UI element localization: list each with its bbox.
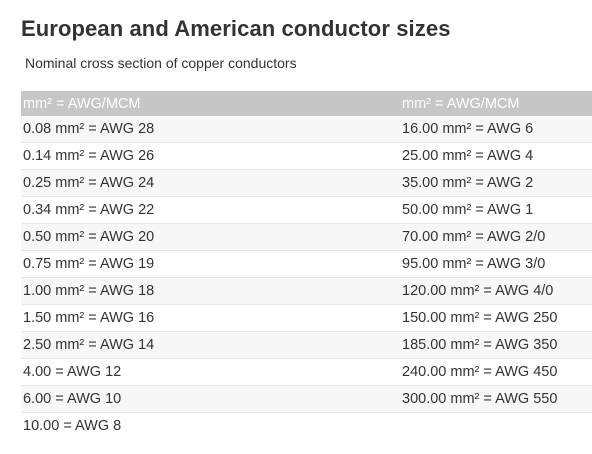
page-subtitle: Nominal cross section of copper conducto… (25, 55, 297, 71)
table-cell-right (400, 412, 592, 439)
table-cell-right: 70.00 mm² = AWG 2/0 (400, 223, 592, 251)
table-row: 0.08 mm² = AWG 28 16.00 mm² = AWG 6 (21, 116, 592, 143)
table-row: 1.50 mm² = AWG 16 150.00 mm² = AWG 250 (21, 304, 592, 332)
table-row: 0.25 mm² = AWG 24 35.00 mm² = AWG 2 (21, 169, 592, 197)
table-cell-left: 0.08 mm² = AWG 28 (21, 116, 400, 143)
table-cell-right: 25.00 mm² = AWG 4 (400, 142, 592, 170)
table-cell-left: 0.50 mm² = AWG 20 (21, 223, 400, 251)
table-cell-left: 0.14 mm² = AWG 26 (21, 142, 400, 170)
table-cell-left: 0.75 mm² = AWG 19 (21, 250, 400, 278)
table-cell-left: 0.25 mm² = AWG 24 (21, 169, 400, 197)
table-cell-right: 50.00 mm² = AWG 1 (400, 196, 592, 224)
table-cell-right: 120.00 mm² = AWG 4/0 (400, 277, 592, 305)
table-row: 0.14 mm² = AWG 26 25.00 mm² = AWG 4 (21, 142, 592, 170)
table-cell-left: 2.50 mm² = AWG 14 (21, 331, 400, 359)
conductor-size-table: mm² = AWG/MCM mm² = AWG/MCM 0.08 mm² = A… (21, 91, 592, 439)
table-cell-left: 6.00 = AWG 10 (21, 385, 400, 413)
table-header-row: mm² = AWG/MCM mm² = AWG/MCM (21, 91, 592, 116)
table-cell-left: 10.00 = AWG 8 (21, 412, 400, 439)
table-row: 1.00 mm² = AWG 18 120.00 mm² = AWG 4/0 (21, 277, 592, 305)
page-title: European and American conductor sizes (21, 16, 451, 41)
column-header-left: mm² = AWG/MCM (21, 91, 400, 116)
table-cell-left: 1.00 mm² = AWG 18 (21, 277, 400, 305)
table-cell-right: 185.00 mm² = AWG 350 (400, 331, 592, 359)
table-body: 0.08 mm² = AWG 28 16.00 mm² = AWG 6 0.14… (21, 116, 592, 439)
table-cell-right: 150.00 mm² = AWG 250 (400, 304, 592, 332)
table-row: 0.34 mm² = AWG 22 50.00 mm² = AWG 1 (21, 196, 592, 224)
table-cell-right: 300.00 mm² = AWG 550 (400, 385, 592, 413)
table-row: 0.50 mm² = AWG 20 70.00 mm² = AWG 2/0 (21, 223, 592, 251)
table-cell-left: 1.50 mm² = AWG 16 (21, 304, 400, 332)
table-cell-left: 0.34 mm² = AWG 22 (21, 196, 400, 224)
table-row: 0.75 mm² = AWG 19 95.00 mm² = AWG 3/0 (21, 250, 592, 278)
table-row: 4.00 = AWG 12 240.00 mm² = AWG 450 (21, 358, 592, 386)
table-row: 2.50 mm² = AWG 14 185.00 mm² = AWG 350 (21, 331, 592, 359)
table-cell-left: 4.00 = AWG 12 (21, 358, 400, 386)
column-header-right: mm² = AWG/MCM (400, 91, 592, 116)
table-cell-right: 16.00 mm² = AWG 6 (400, 116, 592, 143)
table-row: 10.00 = AWG 8 (21, 412, 592, 439)
table-cell-right: 35.00 mm² = AWG 2 (400, 169, 592, 197)
table-cell-right: 95.00 mm² = AWG 3/0 (400, 250, 592, 278)
table-row: 6.00 = AWG 10 300.00 mm² = AWG 550 (21, 385, 592, 413)
table-cell-right: 240.00 mm² = AWG 450 (400, 358, 592, 386)
